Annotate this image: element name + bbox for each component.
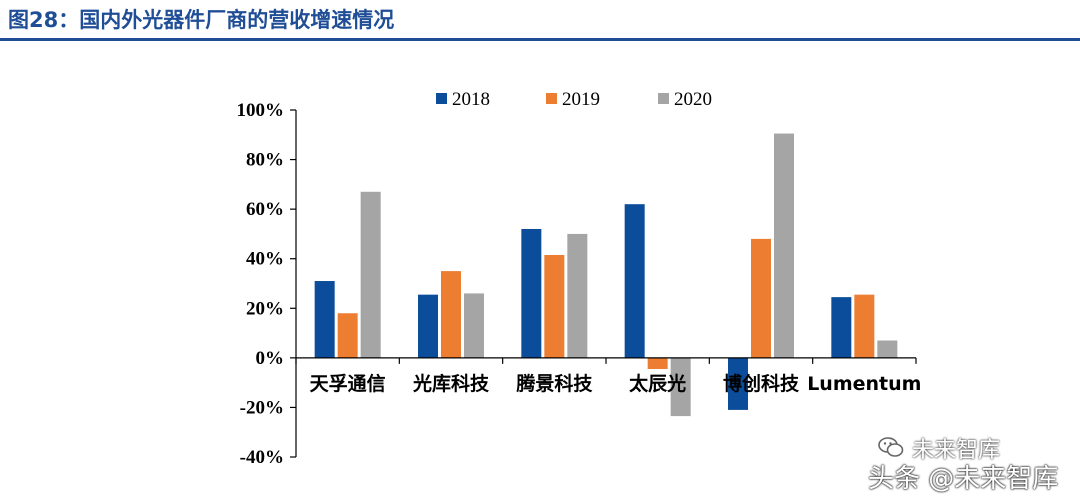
y-tick-label: 20% [246,298,284,319]
bar-2019-3 [647,357,668,370]
y-tick-label: 100% [237,100,285,121]
legend-swatch-2020 [658,93,669,104]
legend-label: 2018 [452,89,490,110]
y-axis: 100% 80% 60% 40% 20% 0% -20% -40% [237,100,297,468]
watermark-wechat: 未来智库 [912,438,1001,463]
bar-2019-0 [337,313,358,358]
bars [314,133,898,417]
bar-2020-5 [877,340,898,358]
bar-2020-2 [567,233,588,358]
bar-2019-2 [544,254,565,358]
bar-2018-5 [831,297,852,358]
bar-2019-1 [441,271,461,358]
y-tick-label: 40% [246,249,284,270]
bar-2018-2 [521,228,542,358]
x-category-label: Lumentum [807,373,921,395]
y-tick-label: -20% [240,397,284,418]
title-rule [0,38,1080,41]
x-category-label: 天孚通信 [310,372,386,395]
chart-legend: 2018 2019 2020 [436,89,712,110]
y-tick-label: -40% [240,447,284,468]
legend-label: 2020 [674,89,712,110]
bar-2020-1 [464,293,484,358]
bar-2018-3 [624,204,645,358]
bar-2019-5 [854,294,875,358]
bar-2019-4 [751,238,771,358]
watermark-toutiao: 头条 @未来智库 [868,464,1059,494]
legend-swatch-2019 [546,93,557,104]
x-axis: 天孚通信 光库科技 腾景科技 太辰光 博创科技 Lumentum [295,357,921,395]
bar-2020-3 [670,357,691,417]
bar-2018-0 [314,281,335,358]
bar-2020-0 [360,191,381,358]
x-category-label: 博创科技 [723,372,800,395]
figure-title: 图28：国内外光器件厂商的营收增速情况 [8,8,395,32]
legend-label: 2019 [562,89,600,110]
y-tick-label: 60% [246,199,284,220]
bar-2020-4 [774,133,794,358]
x-category-label: 腾景科技 [515,372,593,395]
x-category-label: 光库科技 [412,372,490,395]
x-category-label: 太辰光 [629,372,686,395]
bar-2018-1 [418,294,438,358]
bar-2018-4 [728,357,748,410]
y-tick-label: 80% [246,150,284,171]
wechat-icon [878,437,904,457]
legend-swatch-2018 [436,93,447,104]
y-tick-label: 0% [256,348,285,369]
